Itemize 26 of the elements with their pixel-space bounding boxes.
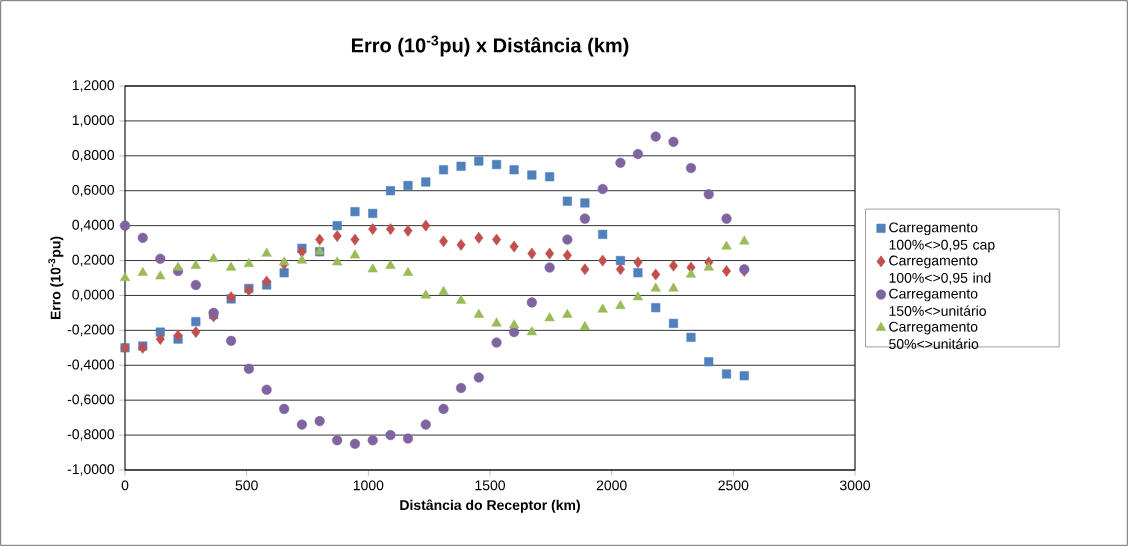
- x-axis-title: Distância do Receptor (km): [400, 499, 580, 513]
- x-tick-label: 500: [235, 480, 258, 491]
- legend-label: Carregamento 100%<>0,95 ind: [889, 255, 991, 285]
- y-axis-title: Erro (10$^{-3}$pu): [48, 236, 64, 320]
- y-tick-label: 0,6000: [72, 184, 115, 197]
- x-tick-label: 1000: [353, 480, 384, 491]
- chart-title: Erro (10$^{-3}$pu) x Distância (km): [351, 35, 629, 57]
- y-tick-label: -0,6000: [67, 394, 115, 406]
- y-tick-label: 0,8000: [72, 150, 115, 162]
- y-tick-label: 0,0000: [72, 289, 115, 302]
- x-tick-label: 2500: [718, 480, 749, 491]
- x-tick-label: 3000: [839, 480, 871, 491]
- x-tick-label: 2000: [596, 480, 627, 491]
- x-tick-label: 0: [121, 480, 129, 491]
- y-tick-label: 0,2000: [72, 254, 115, 267]
- y-tick-label: -0,2000: [67, 324, 115, 337]
- y-tick-label: -0,4000: [67, 359, 115, 372]
- legend-label: Carregamento 100%<>0,95 cap: [889, 222, 995, 253]
- y-tick-label: 1,0000: [72, 115, 115, 127]
- y-tick-label: -1,0000: [67, 464, 115, 476]
- legend-label: Carregamento 150%<>unitário: [889, 288, 986, 316]
- legend-label: Carregamento 50%<>unitário: [889, 321, 979, 350]
- y-tick-label: -0,8000: [67, 429, 115, 441]
- y-tick-label: 0,4000: [72, 219, 115, 232]
- y-tick-label: 1,2000: [72, 80, 115, 92]
- x-tick-label: 1500: [475, 480, 506, 491]
